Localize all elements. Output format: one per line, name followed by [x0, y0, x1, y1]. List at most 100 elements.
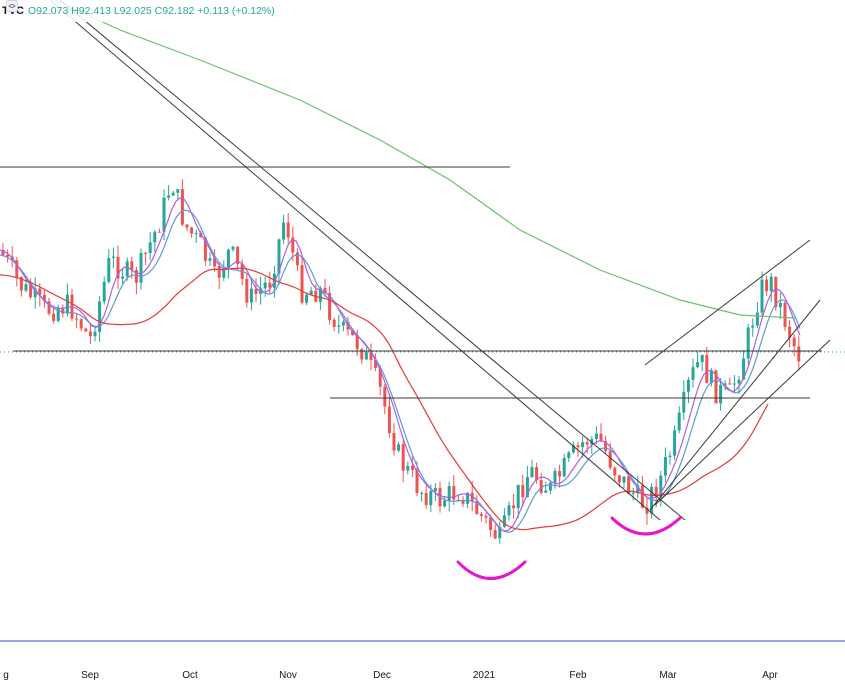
candle-body [760, 279, 764, 313]
candle-body [604, 441, 608, 452]
candle-body [663, 457, 667, 476]
chart-header: TVC O92.073 H92.413 L92.025 C92.182 +0.1… [0, 0, 279, 22]
candle-body [332, 319, 336, 327]
candle-body [714, 370, 718, 404]
candle-body [61, 308, 65, 314]
candle-body [765, 279, 769, 292]
candle-body [38, 288, 42, 295]
eye-icon[interactable] [6, 0, 18, 12]
candle-body [512, 505, 516, 509]
candle-body [774, 276, 778, 308]
candle-body [700, 354, 704, 363]
candle-body [507, 505, 511, 516]
candle-body [236, 246, 240, 264]
candle-body [433, 487, 437, 492]
candle-body [185, 224, 189, 228]
candle-body [355, 335, 359, 350]
candle-body [162, 197, 166, 232]
candle-body [24, 284, 28, 291]
x-axis-tick-label: Mar [659, 670, 677, 681]
candle-body [318, 287, 322, 302]
candle-body [719, 384, 723, 404]
candle-body [125, 261, 129, 277]
candle-body [305, 294, 309, 303]
candle-body [447, 486, 451, 501]
moving-average-green [54, 0, 796, 319]
candle-body [682, 391, 686, 413]
candle-body [696, 362, 700, 368]
candle-body [742, 358, 746, 380]
candle-body [746, 327, 750, 359]
candle-body [686, 379, 690, 392]
candle-body [65, 294, 69, 314]
candle-body [567, 452, 571, 458]
x-axis-tick-label: Dec [373, 670, 391, 681]
candle-body [443, 500, 447, 507]
candle-body [645, 507, 649, 514]
candle-body [351, 329, 355, 335]
candle-body [42, 294, 46, 302]
candle-body [792, 337, 796, 347]
candle-body [732, 383, 736, 385]
candle-body [79, 319, 83, 329]
candle-body [29, 284, 33, 298]
candle-body [134, 270, 138, 283]
candle-body [309, 290, 313, 295]
candle-body [613, 467, 617, 476]
moving-average-blue [0, 209, 801, 533]
candle-body [277, 239, 281, 274]
candle-body [466, 492, 470, 504]
candle-body [737, 379, 741, 384]
candle-body [282, 222, 286, 240]
candle-body [148, 242, 152, 253]
candle-body [369, 352, 373, 361]
candle-body [153, 231, 157, 243]
candle-body [502, 515, 506, 527]
candle-body [617, 475, 621, 483]
candle-body [121, 276, 125, 279]
candle-body [544, 490, 548, 493]
candle-body [392, 433, 396, 451]
candle-body [295, 252, 299, 266]
candle-body [622, 476, 626, 483]
candle-body [383, 386, 387, 407]
candle-body [167, 195, 171, 198]
candle-body [190, 227, 194, 234]
candle-body [590, 439, 594, 445]
candle-body [558, 471, 562, 477]
candle-body [107, 258, 111, 282]
candle-body [751, 325, 755, 328]
candle-body [245, 278, 249, 303]
x-axis-tick-label: Feb [569, 670, 587, 681]
x-axis-tick-label: Nov [279, 670, 297, 681]
candle-body [498, 526, 502, 539]
candle-body [364, 352, 368, 360]
candle-body [15, 260, 19, 278]
candle-body [374, 360, 378, 368]
candle-body [705, 354, 709, 384]
candle-body [755, 312, 759, 326]
candle-body [93, 331, 97, 337]
candle-body [659, 475, 663, 497]
candle-body [452, 486, 456, 500]
candle-body [213, 258, 217, 267]
candle-body [769, 276, 773, 292]
candle-body [461, 500, 465, 504]
candle-body [102, 281, 106, 302]
candle-body [286, 222, 290, 238]
candle-body [728, 383, 732, 385]
candle-body [631, 493, 635, 495]
candle-body [98, 301, 102, 332]
candle-body [6, 255, 10, 257]
candle-body [130, 261, 134, 270]
candle-body [360, 349, 364, 360]
candle-body [599, 433, 603, 441]
candle-body [516, 484, 520, 509]
moving-average-purple [0, 197, 801, 532]
candle-body [268, 282, 272, 288]
descending-trendline-inner [49, 0, 661, 521]
candle-body [673, 430, 677, 456]
candle-body [217, 266, 221, 278]
